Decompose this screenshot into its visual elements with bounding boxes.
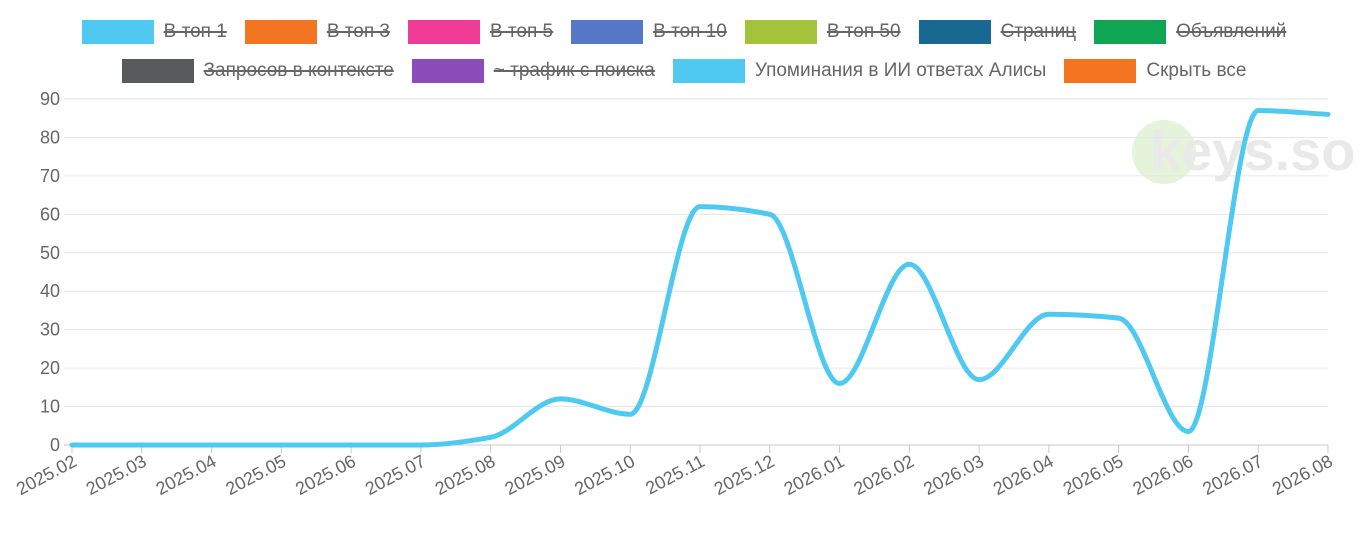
- x-tick-label: 2026.05: [1060, 451, 1127, 499]
- legend-swatch: [407, 20, 480, 44]
- x-tick-label: 2025.11: [642, 451, 708, 499]
- legend-label: Страниц: [1000, 21, 1077, 42]
- x-tick-label: 2026.02: [850, 451, 917, 499]
- legend-item-0[interactable]: В топ 1: [81, 20, 227, 44]
- legend-swatch: [244, 20, 317, 44]
- legend-row-1: В топ 1 В топ 3 В топ 5 В топ 10 В топ 50 Стр…: [0, 20, 1368, 44]
- y-tick-label: 40: [40, 281, 60, 301]
- x-tick-label: 2025.03: [83, 451, 150, 499]
- legend-item-10[interactable]: Скрыть все: [1064, 59, 1246, 83]
- legend-item-1[interactable]: В топ 3: [244, 20, 390, 44]
- legend-swatch: [918, 20, 991, 44]
- watermark-circle: [1132, 120, 1196, 184]
- legend-label: Запросов в контексте: [203, 60, 394, 81]
- legend-swatch: [744, 20, 817, 44]
- legend-label: В топ 3: [326, 21, 390, 42]
- legend-swatch: [571, 20, 644, 44]
- y-tick-label: 20: [40, 358, 60, 378]
- y-tick-label: 50: [40, 243, 60, 263]
- x-tick-label: 2025.08: [432, 451, 499, 499]
- legend-swatch: [81, 20, 154, 44]
- legend-label: В топ 10: [653, 21, 727, 42]
- x-tick-label: 2026.06: [1129, 451, 1196, 499]
- legend-item-8[interactable]: ~ трафик с поиска: [411, 59, 655, 83]
- x-tick-label: 2025.05: [222, 451, 289, 499]
- y-tick-label: 90: [40, 89, 60, 109]
- x-tick-label: 2026.04: [990, 451, 1057, 499]
- legend-label: В топ 50: [826, 21, 901, 42]
- legend-item-2[interactable]: В топ 5: [407, 20, 554, 44]
- x-tick-label: 2026.07: [1199, 451, 1266, 499]
- y-tick-label: 70: [40, 166, 60, 186]
- legend-item-7[interactable]: Запросов в контексте: [121, 59, 394, 83]
- legend-swatch: [1094, 20, 1167, 44]
- y-tick-label: 0: [50, 435, 60, 455]
- legend-item-3[interactable]: В топ 10: [571, 20, 727, 44]
- x-tick-label: 2025.06: [292, 451, 359, 499]
- legend-label: В топ 5: [489, 21, 554, 42]
- legend-item-6[interactable]: Объявлений: [1094, 20, 1286, 44]
- legend-label: В топ 1: [163, 21, 227, 42]
- legend-item-9[interactable]: Упоминания в ИИ ответах Алисы: [672, 59, 1047, 83]
- legend-swatch: [411, 59, 484, 83]
- x-tick-label: 2026.01: [781, 451, 848, 499]
- y-tick-label: 60: [40, 204, 60, 224]
- legend-row-2: Запросов в контексте ~ трафик с поиска Упо…: [0, 59, 1368, 83]
- x-tick-label: 2025.09: [501, 451, 568, 499]
- legend-label: Скрыть все: [1146, 60, 1247, 81]
- legend-swatch: [1064, 59, 1137, 83]
- x-tick-label: 2025.02: [13, 451, 80, 499]
- x-tick-label: 2025.12: [711, 451, 778, 499]
- legend-swatch: [121, 59, 194, 83]
- y-tick-label: 10: [40, 397, 60, 417]
- y-tick-label: 80: [40, 127, 60, 147]
- legend-swatch: [672, 59, 745, 83]
- x-tick-label: 2025.10: [571, 451, 638, 499]
- legend-label: Упоминания в ИИ ответах Алисы: [754, 60, 1047, 81]
- series-line: [69, 108, 1331, 448]
- y-tick-label: 30: [40, 320, 60, 340]
- legend-label: Объявлений: [1176, 21, 1287, 42]
- x-tick-label: 2026.08: [1269, 451, 1336, 499]
- x-tick-label: 2025.07: [362, 451, 429, 499]
- x-tick-label: 2025.04: [153, 451, 220, 499]
- legend-item-5[interactable]: Страниц: [918, 20, 1077, 44]
- legend-label: ~ трафик с поиска: [493, 60, 655, 81]
- legend-item-4[interactable]: В топ 50: [744, 20, 901, 44]
- keys-so-watermark-logo: keys.so: [1132, 112, 1356, 192]
- x-tick-label: 2026.03: [920, 451, 987, 499]
- watermark-text: keys.so: [1150, 119, 1356, 182]
